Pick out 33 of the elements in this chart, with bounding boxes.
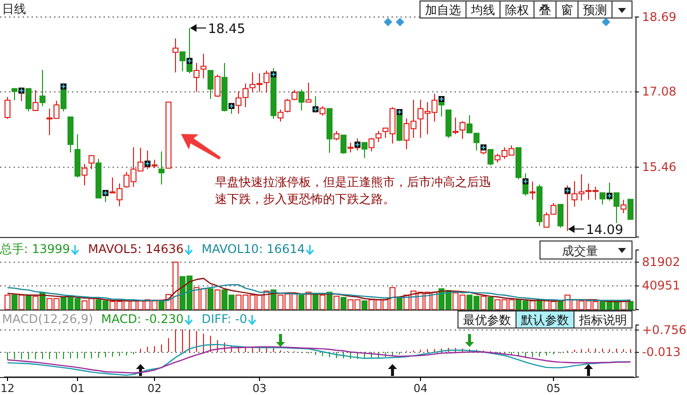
text: 加自选 bbox=[425, 3, 461, 17]
text: MACD: -0.230 bbox=[101, 312, 184, 326]
y-tick-label: 15.46 bbox=[642, 160, 676, 174]
annotation: 14.09 bbox=[586, 223, 624, 238]
y-tick-label: 17.08 bbox=[642, 84, 676, 99]
text: 叠 bbox=[539, 3, 551, 17]
text: MAVOL10: 16614 bbox=[202, 242, 305, 256]
annotation: 指标说明 bbox=[578, 313, 627, 327]
x-tick-label: 04 bbox=[414, 382, 428, 395]
y-tick-label: -0.013 bbox=[642, 345, 681, 360]
x-tick-label: 03 bbox=[252, 382, 266, 395]
text: 窗 bbox=[561, 3, 573, 17]
text: 总手: 13999 bbox=[0, 242, 70, 256]
y-tick-label: 18.69 bbox=[642, 10, 676, 24]
y-tick-label: 81902 bbox=[642, 255, 680, 270]
text: MAVOL5: 14636 bbox=[88, 242, 184, 256]
x-tick-label: 12 bbox=[0, 382, 14, 395]
text: 均线 bbox=[470, 3, 495, 17]
annotation: 默认参数 bbox=[520, 313, 569, 327]
annotation: 最优参数 bbox=[463, 313, 511, 327]
text: 除权 bbox=[505, 3, 529, 17]
annotation: 成交量 bbox=[562, 244, 598, 258]
annotation: 18.45 bbox=[208, 22, 246, 37]
annotation: 早盘快速拉涨停板，但是正逢熊市，后市冲高之后迅速下跌，步入更恐怖的下跌之路。 bbox=[215, 175, 491, 206]
x-tick-label: 02 bbox=[148, 382, 162, 395]
series-label: DIFF: -0 bbox=[202, 312, 248, 326]
y-tick-label: +0.756 bbox=[642, 322, 686, 337]
y-tick-label: 40951 bbox=[642, 278, 680, 293]
x-tick-label: 05 bbox=[546, 382, 560, 395]
x-tick-label: 01 bbox=[70, 382, 84, 395]
chart-title: 日线 bbox=[2, 2, 26, 16]
chart-title: MACD(12,26,9) bbox=[2, 312, 94, 326]
text: 预测 bbox=[583, 3, 607, 17]
